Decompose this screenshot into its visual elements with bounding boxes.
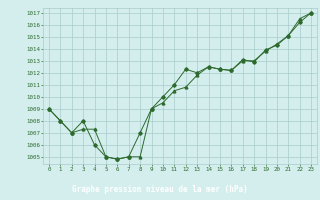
Text: Graphe pression niveau de la mer (hPa): Graphe pression niveau de la mer (hPa)	[72, 184, 248, 194]
